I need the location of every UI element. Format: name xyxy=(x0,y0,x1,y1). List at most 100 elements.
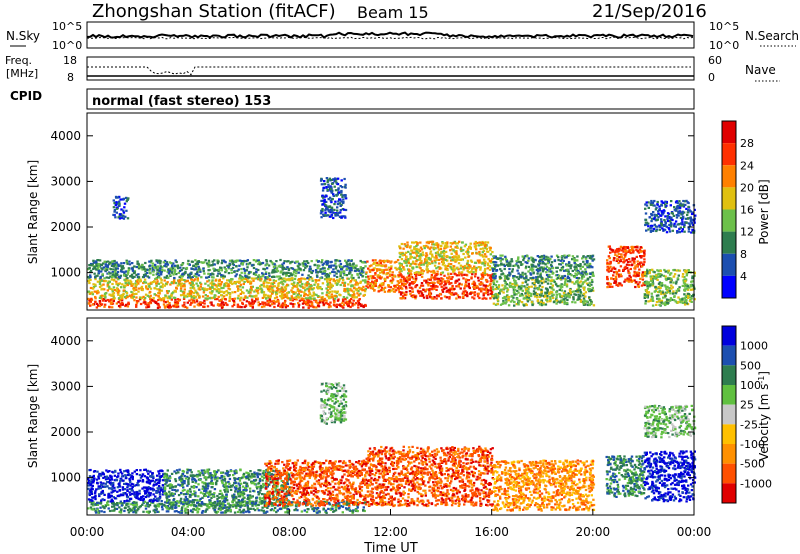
range-gate-cell xyxy=(145,285,148,288)
range-gate-cell xyxy=(220,287,223,290)
range-gate-cell xyxy=(435,256,438,259)
range-gate-cell xyxy=(131,296,134,299)
range-gate-cell xyxy=(313,283,316,286)
range-gate-cell xyxy=(674,220,678,223)
range-gate-cell xyxy=(444,283,447,286)
range-gate-cell xyxy=(161,286,164,289)
range-gate-cell xyxy=(533,283,536,286)
range-gate-cell xyxy=(316,267,319,270)
range-gate-cell xyxy=(355,281,358,285)
range-gate-cell xyxy=(685,299,688,302)
range-gate-cell xyxy=(305,265,309,268)
range-gate-cell xyxy=(307,274,310,277)
range-gate-cell xyxy=(399,268,403,271)
range-gate-cell xyxy=(607,269,611,272)
range-gate-cell xyxy=(568,289,572,292)
range-gate-cell xyxy=(285,260,289,263)
range-gate-cell xyxy=(302,297,305,300)
range-gate-cell xyxy=(481,282,484,285)
range-gate-cell xyxy=(211,285,214,288)
range-gate-cell xyxy=(420,259,423,262)
range-gate-cell xyxy=(651,298,654,301)
range-gate-cell xyxy=(420,282,424,285)
range-gate-cell xyxy=(352,299,355,302)
range-gate-cell xyxy=(555,283,558,286)
range-gate-cell xyxy=(111,290,114,293)
range-gate-cell xyxy=(455,250,458,253)
range-gate-cell xyxy=(606,278,609,281)
range-gate-cell xyxy=(109,294,113,297)
range-gate-cell xyxy=(228,295,232,298)
range-gate-cell xyxy=(527,259,530,262)
range-gate-cell xyxy=(94,278,97,281)
range-gate-cell xyxy=(344,197,348,200)
range-gate-cell xyxy=(456,266,459,269)
range-gate-cell xyxy=(513,279,516,282)
range-gate-cell xyxy=(113,202,116,205)
range-gate-cell xyxy=(327,205,330,208)
nave-top: 60 xyxy=(708,54,722,67)
range-gate-cell xyxy=(373,261,377,264)
range-gate-cell xyxy=(348,269,351,273)
range-gate-cell xyxy=(562,291,566,295)
range-gate-cell xyxy=(467,279,471,282)
range-gate-cell xyxy=(451,242,454,245)
range-gate-cell xyxy=(226,279,229,282)
range-gate-cell xyxy=(240,306,243,309)
range-gate-cell xyxy=(231,291,234,294)
range-gate-cell xyxy=(134,284,137,287)
range-gate-cell xyxy=(538,295,542,298)
range-gate-cell xyxy=(96,291,99,294)
range-gate-cell xyxy=(491,273,494,276)
range-gate-cell xyxy=(658,281,662,284)
range-gate-cell xyxy=(126,279,130,282)
range-gate-cell xyxy=(409,263,413,266)
range-gate-cell xyxy=(502,291,505,294)
range-gate-cell xyxy=(450,277,453,280)
range-gate-cell xyxy=(159,262,162,265)
range-gate-cell xyxy=(217,291,221,294)
range-gate-cell xyxy=(635,248,638,251)
range-gate-cell xyxy=(649,275,652,278)
range-gate-cell xyxy=(481,241,484,245)
range-gate-cell xyxy=(562,294,566,297)
range-gate-cell xyxy=(402,266,405,269)
range-gate-cell xyxy=(112,199,115,202)
range-gate-cell xyxy=(651,296,654,299)
range-gate-cell xyxy=(588,296,591,299)
range-gate-cell xyxy=(120,295,123,298)
range-gate-cell xyxy=(396,280,399,283)
range-gate-cell xyxy=(496,298,499,301)
range-gate-cell xyxy=(606,261,609,264)
range-gate-cell xyxy=(338,215,342,218)
range-gate-cell xyxy=(152,270,155,273)
range-gate-cell xyxy=(197,265,200,268)
range-gate-cell xyxy=(419,257,422,260)
range-gate-cell xyxy=(222,259,225,262)
range-gate-cell xyxy=(341,298,345,301)
range-gate-cell xyxy=(228,293,232,296)
range-gate-cell xyxy=(321,194,324,197)
range-gate-cell xyxy=(89,271,92,274)
range-gate-cell xyxy=(481,274,484,277)
range-gate-cell xyxy=(486,284,489,288)
range-gate-cell xyxy=(265,267,269,270)
range-gate-cell xyxy=(191,282,194,285)
range-gate-cell xyxy=(287,267,290,270)
range-gate-cell xyxy=(289,272,292,275)
range-gate-cell xyxy=(413,248,416,251)
range-gate-cell xyxy=(267,264,271,267)
range-gate-cell xyxy=(225,294,228,297)
range-gate-cell xyxy=(152,296,155,300)
range-gate-cell xyxy=(341,266,344,269)
range-gate-cell xyxy=(222,277,225,280)
range-gate-cell xyxy=(186,301,189,304)
range-gate-cell xyxy=(127,267,131,270)
range-gate-cell xyxy=(517,303,520,306)
range-gate-cell xyxy=(252,259,256,262)
range-gate-cell xyxy=(260,305,264,309)
range-gate-cell xyxy=(641,271,645,274)
range-gate-cell xyxy=(641,250,644,253)
range-gate-cell xyxy=(284,267,288,270)
range-gate-cell xyxy=(683,293,686,296)
